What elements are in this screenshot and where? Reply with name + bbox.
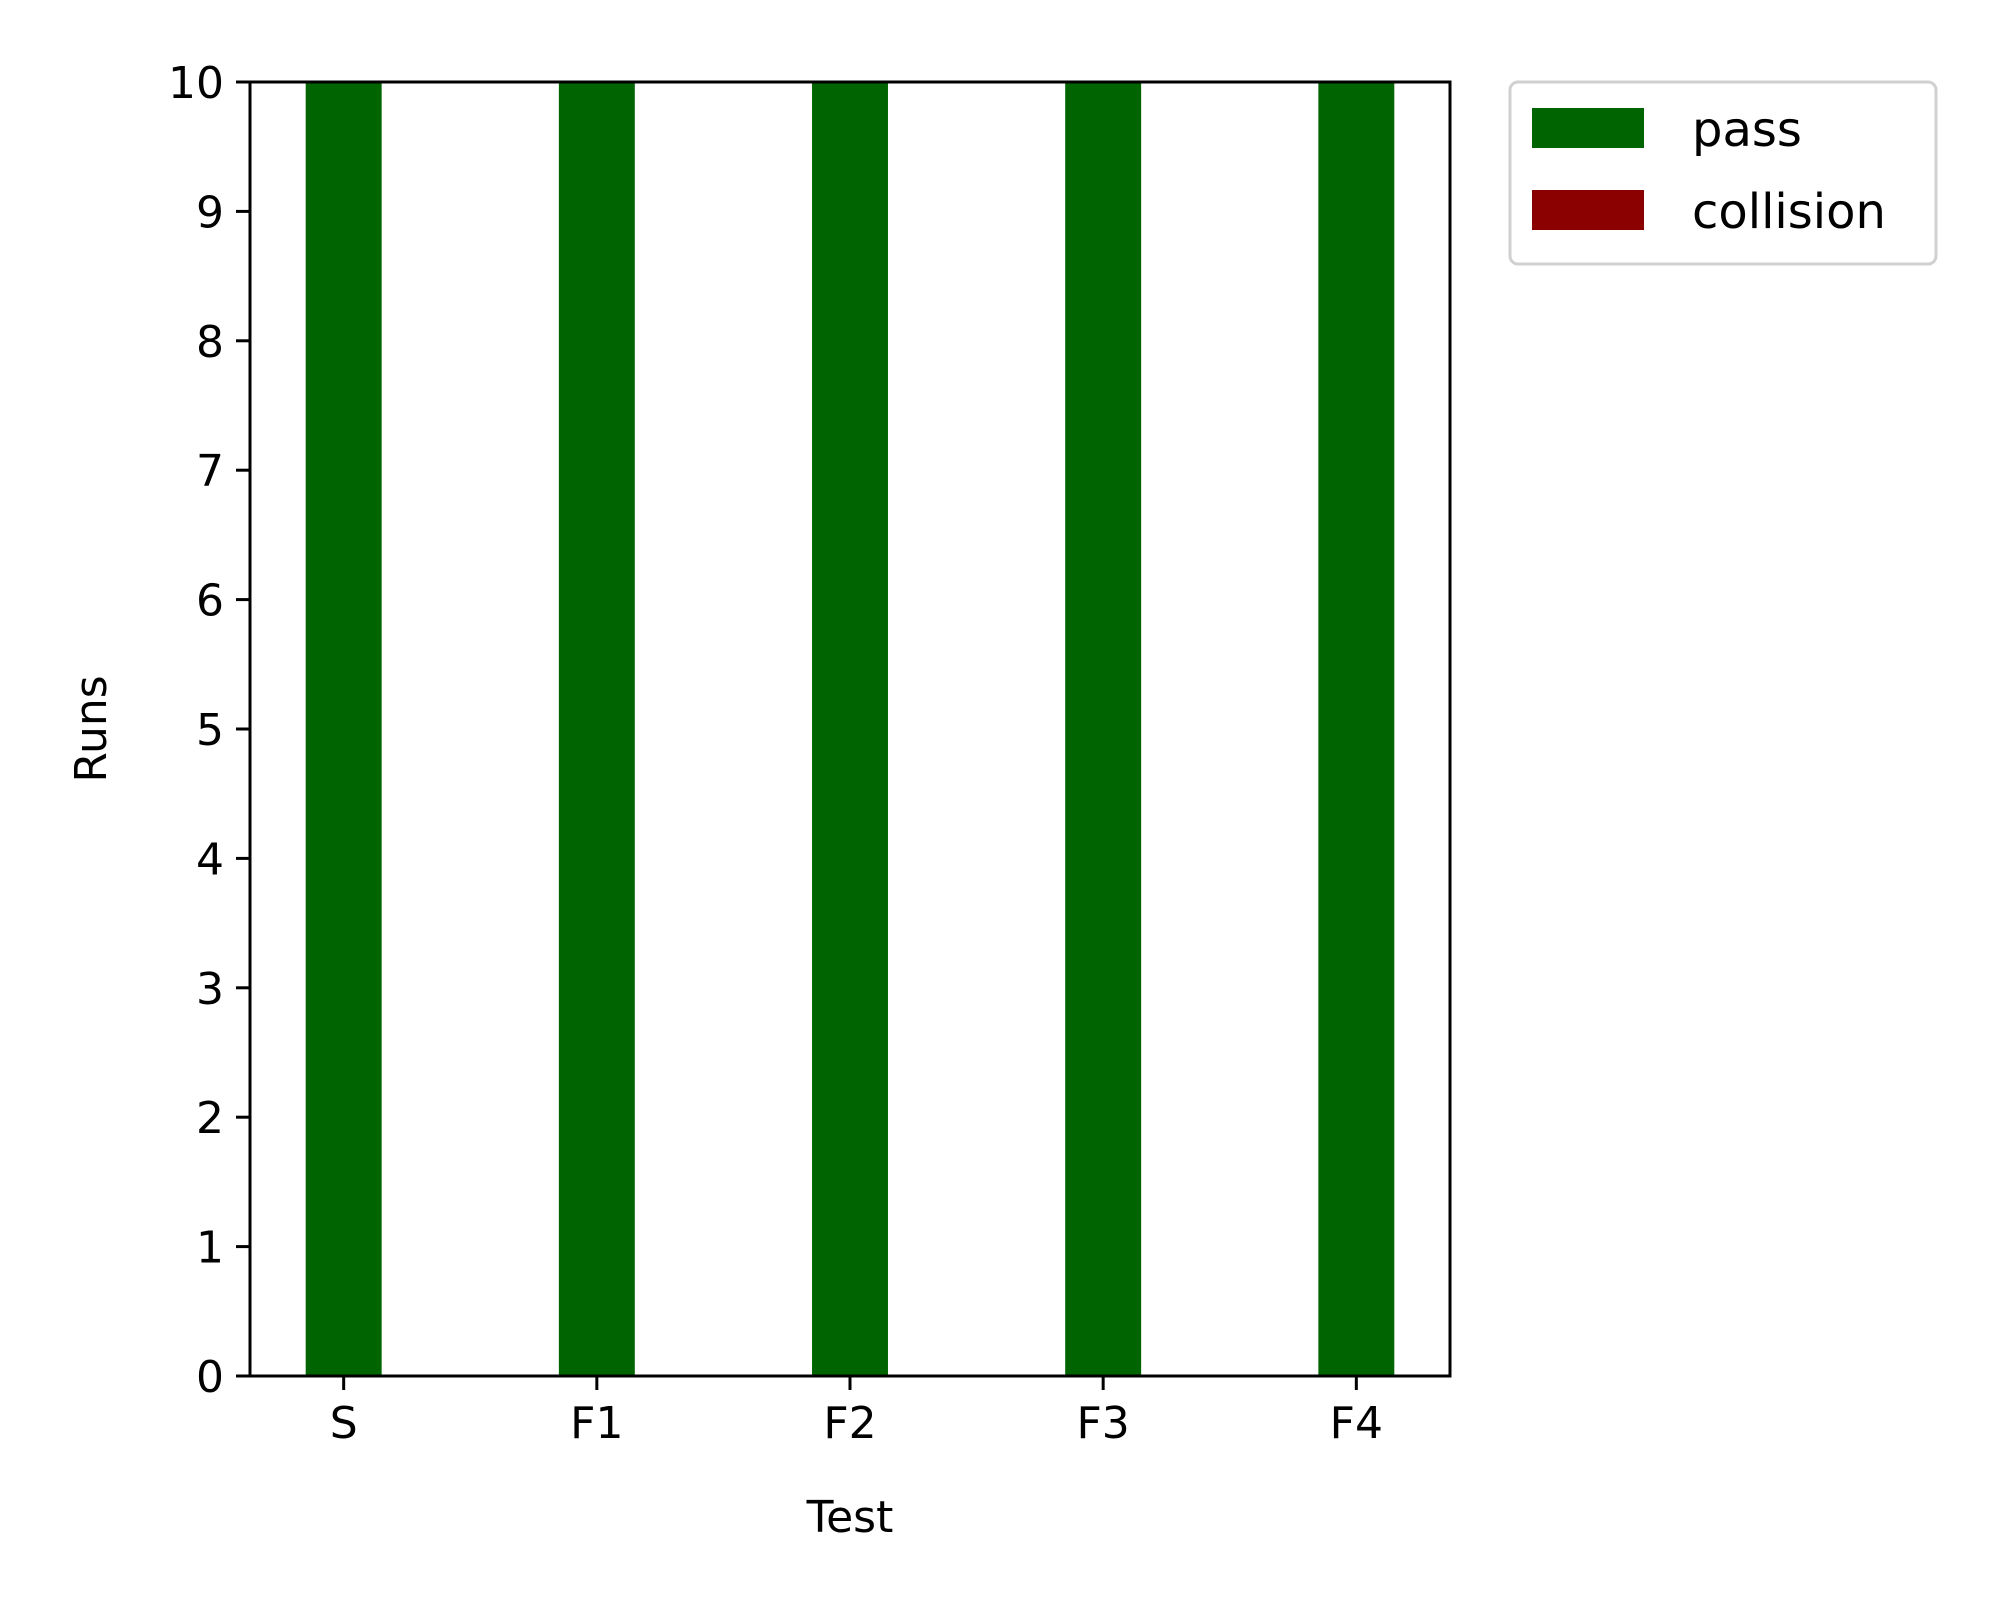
x-tick-label-F3: F3 (1077, 1398, 1130, 1449)
x-tick-label-F2: F2 (823, 1398, 876, 1449)
y-tick-label: 3 (196, 964, 224, 1015)
legend-label-collision: collision (1692, 184, 1886, 240)
x-tick-label-F4: F4 (1330, 1398, 1383, 1449)
y-tick-label: 5 (196, 705, 224, 756)
y-tick-label: 6 (196, 576, 224, 627)
x-axis: S F1 F2 F3 F4 (330, 1376, 1383, 1449)
bar-pass-F2 (812, 82, 888, 1376)
x-tick-label-F1: F1 (570, 1398, 623, 1449)
y-tick-label: 2 (196, 1093, 224, 1144)
bars-group (305, 82, 1395, 1376)
bar-pass-S (305, 82, 382, 1376)
y-axis-title: Runs (66, 675, 117, 782)
bar-pass-F1 (558, 82, 635, 1376)
bar-pass-F3 (1065, 82, 1142, 1376)
y-tick-label: 7 (196, 446, 224, 497)
y-tick-label: 8 (196, 317, 224, 368)
legend-label-pass: pass (1692, 102, 1802, 158)
legend: pass collision (1508, 80, 1938, 266)
bar-pass-F4 (1318, 82, 1395, 1376)
x-tick-label-S: S (330, 1398, 358, 1449)
y-tick-label: 4 (196, 834, 224, 885)
y-axis: 0 1 2 3 4 5 6 7 8 9 10 (168, 58, 250, 1403)
y-tick-label: 0 (196, 1352, 224, 1403)
x-axis-title: Test (806, 1492, 894, 1543)
y-tick-label: 10 (168, 58, 224, 109)
y-tick-label: 1 (196, 1223, 224, 1274)
plot-area (248, 80, 1452, 1378)
legend-swatch-collision (1532, 190, 1644, 230)
legend-swatch-pass (1532, 108, 1644, 148)
y-tick-label: 9 (196, 187, 224, 238)
